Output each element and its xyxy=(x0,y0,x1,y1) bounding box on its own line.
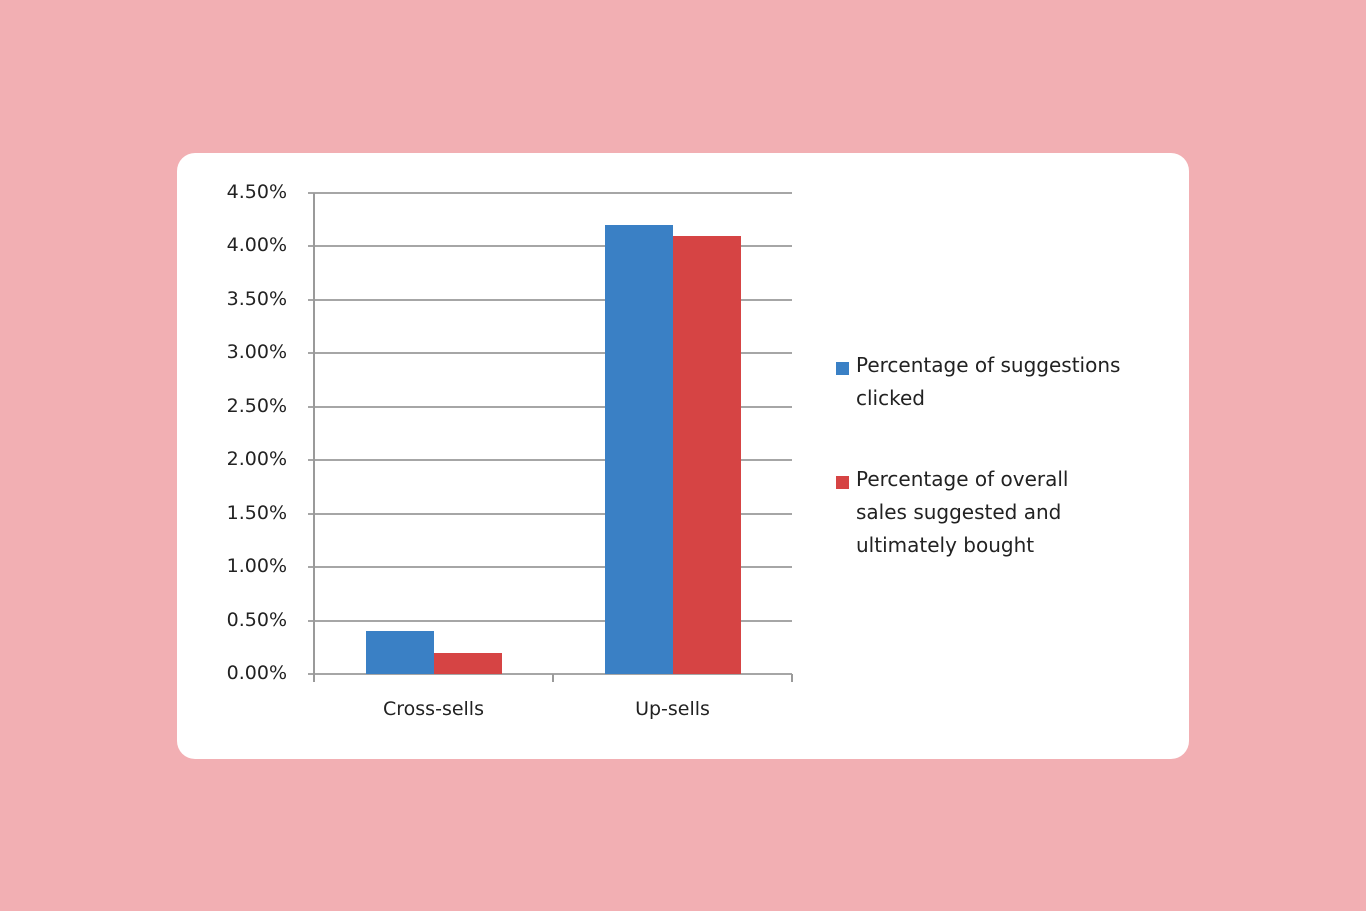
y-tick-label: 1.50% xyxy=(226,501,287,524)
gridline xyxy=(308,245,792,248)
legend-label: Percentage of overall sales suggested an… xyxy=(856,463,1068,562)
legend-line: Percentage of overall xyxy=(856,467,1069,491)
y-tick-label: 1.00% xyxy=(226,555,287,578)
x-axis-tick xyxy=(552,674,554,682)
gridline xyxy=(308,298,792,301)
legend-line: sales suggested and xyxy=(856,500,1062,524)
gridline xyxy=(308,405,792,408)
y-tick-label: 2.50% xyxy=(226,394,287,417)
gridline xyxy=(308,512,792,515)
legend-swatch-blue xyxy=(836,362,849,375)
y-tick-label: 4.50% xyxy=(226,181,287,203)
legend-label: Percentage of suggestions clicked xyxy=(856,349,1120,415)
x-category-label: Up-sells xyxy=(635,698,710,720)
legend-swatch-red xyxy=(836,476,849,489)
gridline xyxy=(308,352,792,355)
bar-cross-sells-series-1 xyxy=(365,631,434,674)
gridline xyxy=(308,192,792,194)
gridline xyxy=(308,673,792,675)
legend-line: ultimately bought xyxy=(856,533,1035,557)
legend-item-bought: Percentage of overall sales suggested an… xyxy=(836,467,1068,562)
y-tick-label: 3.00% xyxy=(226,341,287,364)
gridline xyxy=(308,619,792,622)
y-axis xyxy=(313,193,315,682)
gridline xyxy=(308,566,792,569)
x-axis-tick xyxy=(791,674,793,682)
x-category-label: Cross-sells xyxy=(383,698,484,720)
y-tick-label: 3.50% xyxy=(226,287,287,310)
y-tick-label: 2.00% xyxy=(226,448,287,471)
legend-item-clicked: Percentage of suggestions clicked xyxy=(836,353,1120,415)
y-tick-label: 0.00% xyxy=(226,662,287,684)
y-tick-label: 0.50% xyxy=(226,608,287,631)
bar-up-sells-series-2 xyxy=(672,235,741,674)
y-tick-label: 4.00% xyxy=(226,234,287,257)
legend-line: clicked xyxy=(856,386,925,410)
bar-cross-sells-series-2 xyxy=(433,652,502,674)
gridline xyxy=(308,459,792,462)
bar-up-sells-series-1 xyxy=(604,225,673,674)
chart-card: 0.00% 0.50% 1.00% 1.50% 2.00% 2.50% 3.00% 3.50%… xyxy=(177,153,1189,759)
legend-line: Percentage of suggestions xyxy=(856,353,1121,377)
